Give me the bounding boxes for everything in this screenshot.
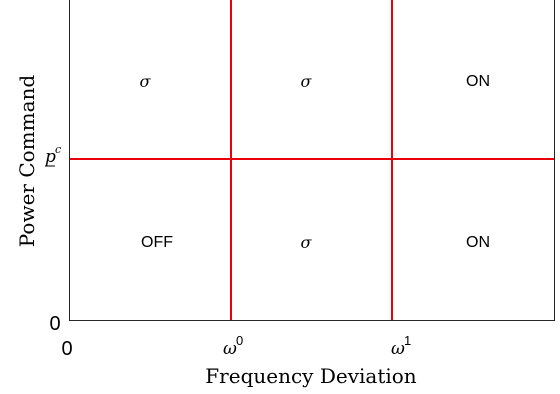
region-label-top-right: ON [466, 73, 490, 90]
region-label-bottom-middle: σ [301, 233, 313, 252]
x-axis-title: Frequency Deviation [205, 364, 416, 388]
x-tick-label-omega0: ω 0 [223, 333, 243, 359]
y-tick-pc-base: p [45, 147, 56, 167]
region-label-top-middle: σ [301, 72, 313, 91]
y-tick-pc-sup: c [55, 143, 61, 156]
x-tick-omega1-sup: 1 [404, 333, 411, 348]
y-tick-label-pc: p c [45, 143, 61, 167]
plot-area [69, 0, 554, 321]
x-tick-omega0-base: ω [223, 339, 237, 359]
x-origin-label: 0 [61, 338, 72, 360]
y-origin-label: 0 [49, 313, 60, 335]
y-axis-title: Power Command [15, 75, 39, 248]
region-label-top-left: σ [140, 72, 152, 91]
region-label-bottom-right: ON [466, 234, 490, 251]
x-tick-omega1-base: ω [391, 339, 405, 359]
x-tick-omega0-sup: 0 [236, 333, 243, 348]
region-label-bottom-left: OFF [141, 234, 173, 251]
x-tick-label-omega1: ω 1 [391, 333, 411, 359]
